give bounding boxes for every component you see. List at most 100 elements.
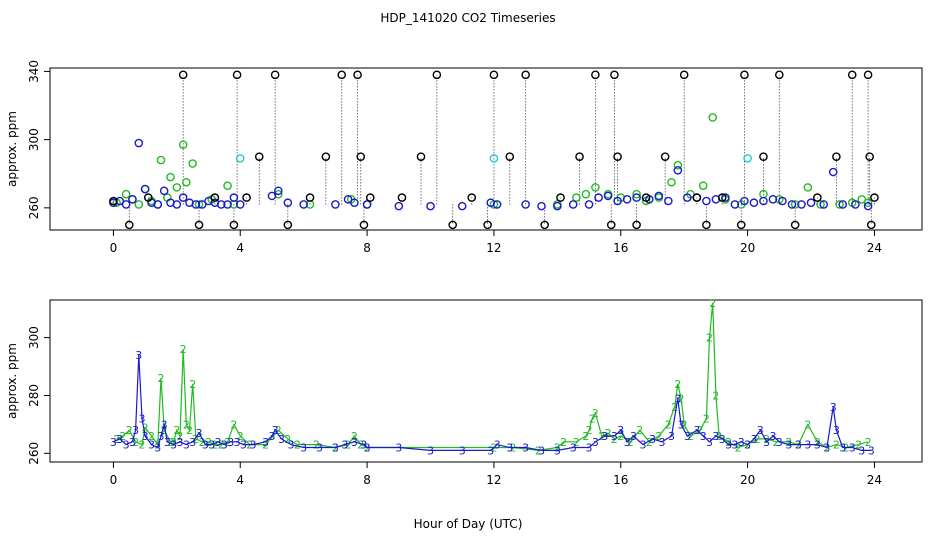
black-point xyxy=(109,196,118,206)
blue-point-marker: 3 xyxy=(804,439,811,452)
blue-point xyxy=(350,198,359,208)
green-point-marker: 2 xyxy=(284,433,291,446)
blue-point-marker: 3 xyxy=(161,418,168,431)
green-point-marker: 2 xyxy=(154,439,161,452)
green-point-marker: 2 xyxy=(697,424,704,437)
black-point xyxy=(124,220,134,230)
x-tick-label: 16 xyxy=(613,241,628,255)
blue-point xyxy=(229,193,239,202)
black-point xyxy=(717,193,727,202)
blue-point-marker: 3 xyxy=(123,439,130,452)
black-point xyxy=(870,193,879,202)
blue-point xyxy=(172,200,182,209)
black-point xyxy=(866,220,876,230)
top-plot-frame xyxy=(49,67,923,231)
x-tick-label: 20 xyxy=(740,241,755,255)
green-point-marker: 2 xyxy=(167,436,174,449)
blue-point-marker: 3 xyxy=(272,424,279,437)
blue-point-marker: 3 xyxy=(129,436,136,449)
blue-point-marker: 3 xyxy=(164,436,171,449)
green-point-marker: 2 xyxy=(703,413,710,426)
blue-point xyxy=(664,196,673,206)
x-tick-label: 20 xyxy=(740,473,755,487)
blue-point xyxy=(521,200,530,209)
x-tick-label: 12 xyxy=(486,473,501,487)
blue-point-marker: 3 xyxy=(570,442,577,455)
top-y-axis-label: approx. ppm xyxy=(5,111,19,187)
black-point xyxy=(242,193,251,202)
black-point xyxy=(863,70,873,80)
black-point xyxy=(210,193,220,202)
blue-point xyxy=(134,138,144,148)
y-tick-label: 260 xyxy=(27,196,41,219)
green-point-marker: 2 xyxy=(573,436,580,449)
black-point xyxy=(505,152,515,161)
green-point-marker: 2 xyxy=(224,436,231,449)
green-point-marker: 2 xyxy=(189,378,196,391)
blue-point-marker: 3 xyxy=(763,436,770,449)
blue-point xyxy=(299,200,308,209)
green-point-marker: 2 xyxy=(754,433,761,446)
blue-point-marker: 3 xyxy=(351,436,358,449)
blue-point xyxy=(115,196,125,206)
green-point xyxy=(591,183,600,192)
black-point xyxy=(521,70,530,80)
blue-point-marker: 3 xyxy=(427,444,434,457)
green-point-marker: 2 xyxy=(113,433,120,446)
black-point xyxy=(143,193,153,202)
green-point-marker: 2 xyxy=(218,439,225,452)
green-point xyxy=(223,181,232,190)
black-point xyxy=(232,70,242,80)
blue-point-marker: 3 xyxy=(700,430,707,443)
green-point-marker: 2 xyxy=(275,424,282,437)
blue-point-marker: 3 xyxy=(116,433,123,446)
black-point xyxy=(679,70,689,80)
green-point-marker: 2 xyxy=(183,418,190,431)
blue-point-marker: 3 xyxy=(814,439,821,452)
green-point-marker: 2 xyxy=(313,439,320,452)
green-point-marker: 2 xyxy=(592,407,599,420)
green-point xyxy=(803,183,813,192)
blue-point xyxy=(235,200,245,209)
blue-point xyxy=(191,200,201,209)
black-point xyxy=(847,70,857,80)
green-point-marker: 2 xyxy=(126,424,133,437)
green-point-marker: 2 xyxy=(855,439,862,452)
blue-point-marker: 3 xyxy=(554,444,561,457)
blue-point-marker: 3 xyxy=(586,442,593,455)
green-point-marker: 2 xyxy=(199,436,206,449)
green-point-marker: 2 xyxy=(773,436,780,449)
green-point xyxy=(816,200,825,209)
black-point xyxy=(337,70,347,80)
black-point xyxy=(283,220,293,230)
green-point xyxy=(156,155,166,165)
black-point xyxy=(660,152,670,161)
blue-point-marker: 3 xyxy=(868,444,875,457)
green-point-marker: 2 xyxy=(865,436,872,449)
green-point-marker: 2 xyxy=(262,439,269,452)
x-tick-label: 12 xyxy=(486,241,501,255)
green-point xyxy=(790,200,800,209)
black-point xyxy=(356,152,366,161)
green-point xyxy=(194,200,204,209)
x-tick-label: 4 xyxy=(236,473,244,487)
blue-point-marker: 3 xyxy=(731,439,738,452)
blue-point-marker: 3 xyxy=(630,430,637,443)
blue-point-marker: 3 xyxy=(395,442,402,455)
green-point-marker: 2 xyxy=(706,332,713,345)
blue-series-line xyxy=(113,354,872,451)
blue-point xyxy=(730,200,740,209)
green-point-marker: 2 xyxy=(636,424,643,437)
blue-point xyxy=(223,200,232,209)
blue-point-marker: 3 xyxy=(364,442,371,455)
black-point xyxy=(254,152,264,161)
green-point xyxy=(673,160,683,170)
black-point xyxy=(305,193,315,202)
blue-point-marker: 3 xyxy=(215,436,222,449)
green-point-marker: 2 xyxy=(535,444,542,457)
black-point xyxy=(613,152,622,161)
blue-point-marker: 3 xyxy=(674,392,681,405)
blue-point-marker: 3 xyxy=(506,442,513,455)
black-point xyxy=(489,70,499,80)
